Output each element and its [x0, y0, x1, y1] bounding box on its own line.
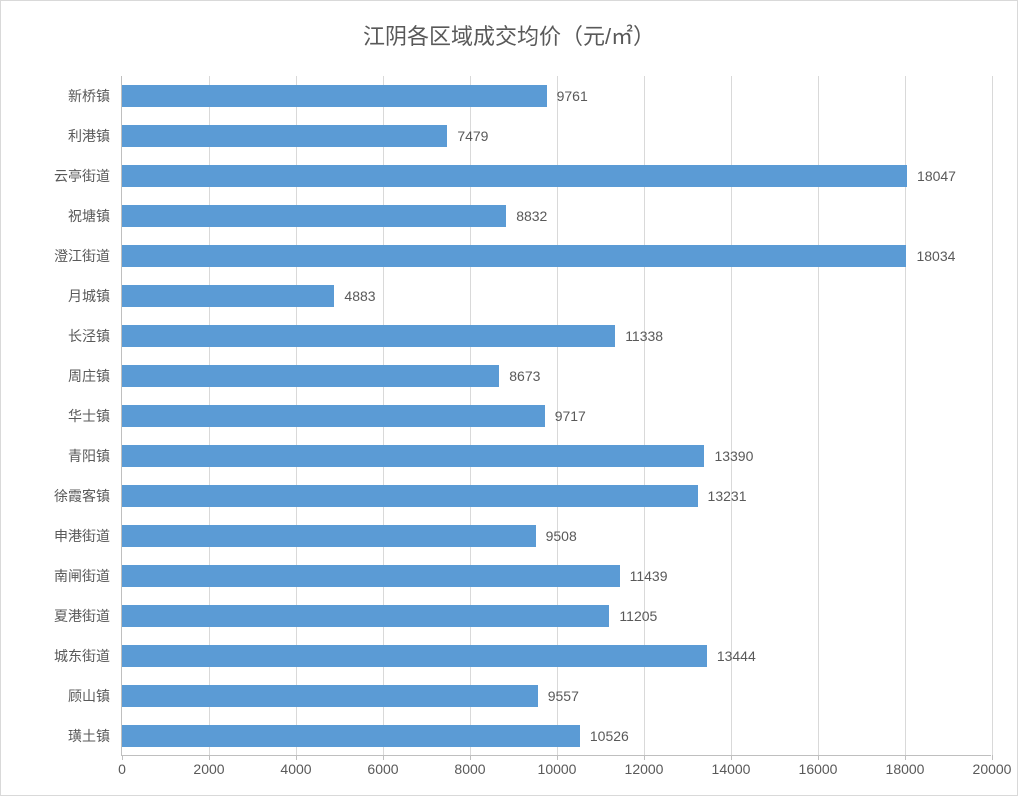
- category-label: 澄江街道: [54, 246, 122, 266]
- category-label: 周庄镇: [68, 366, 122, 386]
- category-label: 城东街道: [54, 646, 122, 666]
- category-label: 顾山镇: [68, 686, 122, 706]
- bar-row: 周庄镇8673: [122, 365, 992, 387]
- category-label: 南闸街道: [54, 566, 122, 586]
- bar: [122, 725, 580, 747]
- bar-value-label: 13444: [717, 648, 756, 664]
- category-label: 新桥镇: [68, 86, 122, 106]
- category-label: 夏港街道: [54, 606, 122, 626]
- bar-value-label: 4883: [344, 288, 375, 304]
- bar: [122, 565, 620, 587]
- bar-row: 月城镇4883: [122, 285, 992, 307]
- x-tick-label: 12000: [625, 755, 664, 777]
- bar-row: 青阳镇13390: [122, 445, 992, 467]
- bar-row: 澄江街道18034: [122, 245, 992, 267]
- bar: [122, 365, 499, 387]
- grid-line: [992, 76, 993, 755]
- bar-value-label: 8832: [516, 208, 547, 224]
- x-tick-label: 0: [118, 755, 126, 777]
- bar-value-label: 18034: [916, 248, 955, 264]
- bar: [122, 645, 707, 667]
- bar-row: 顾山镇9557: [122, 685, 992, 707]
- bar: [122, 245, 906, 267]
- bar-value-label: 13390: [714, 448, 753, 464]
- bar: [122, 125, 447, 147]
- bar: [122, 485, 698, 507]
- bar-value-label: 18047: [917, 168, 956, 184]
- bar: [122, 685, 538, 707]
- bar: [122, 405, 545, 427]
- bar-row: 夏港街道11205: [122, 605, 992, 627]
- bar-row: 华士镇9717: [122, 405, 992, 427]
- bar: [122, 85, 547, 107]
- category-label: 徐霞客镇: [54, 486, 122, 506]
- bar-value-label: 9717: [555, 408, 586, 424]
- category-label: 青阳镇: [68, 446, 122, 466]
- x-tick-label: 6000: [367, 755, 398, 777]
- x-tick-label: 18000: [886, 755, 925, 777]
- category-label: 月城镇: [68, 286, 122, 306]
- bar-row: 祝塘镇8832: [122, 205, 992, 227]
- bar: [122, 205, 506, 227]
- bar-row: 新桥镇9761: [122, 85, 992, 107]
- bar-value-label: 11338: [625, 328, 663, 344]
- bar: [122, 445, 704, 467]
- bar-value-label: 9508: [546, 528, 577, 544]
- bar-value-label: 8673: [509, 368, 540, 384]
- bar-row: 徐霞客镇13231: [122, 485, 992, 507]
- bar-value-label: 10526: [590, 728, 629, 744]
- category-label: 长泾镇: [68, 326, 122, 346]
- category-label: 申港街道: [54, 526, 122, 546]
- category-label: 云亭街道: [54, 166, 122, 186]
- bar-row: 长泾镇11338: [122, 325, 992, 347]
- bar-row: 璜土镇10526: [122, 725, 992, 747]
- x-tick-label: 4000: [280, 755, 311, 777]
- bar-value-label: 9761: [557, 88, 588, 104]
- category-label: 祝塘镇: [68, 206, 122, 226]
- category-label: 璜土镇: [68, 726, 122, 746]
- x-tick-label: 20000: [973, 755, 1012, 777]
- x-tick-label: 10000: [538, 755, 577, 777]
- bar-value-label: 13231: [708, 488, 747, 504]
- chart-container: 江阴各区域成交均价（元/㎡） 0200040006000800010000120…: [0, 0, 1018, 796]
- bar-row: 云亭街道18047: [122, 165, 992, 187]
- plot-area: 0200040006000800010000120001400016000180…: [121, 76, 991, 756]
- bar-row: 城东街道13444: [122, 645, 992, 667]
- category-label: 利港镇: [68, 126, 122, 146]
- chart-title: 江阴各区域成交均价（元/㎡）: [1, 19, 1017, 51]
- bar-value-label: 11205: [619, 608, 657, 624]
- bar-row: 利港镇7479: [122, 125, 992, 147]
- bar: [122, 165, 907, 187]
- bar-row: 南闸街道11439: [122, 565, 992, 587]
- bar: [122, 605, 609, 627]
- x-tick-label: 8000: [454, 755, 485, 777]
- x-tick-label: 2000: [193, 755, 224, 777]
- bar-value-label: 7479: [457, 128, 488, 144]
- x-tick-label: 14000: [712, 755, 751, 777]
- bar-row: 申港街道9508: [122, 525, 992, 547]
- x-tick-label: 16000: [799, 755, 838, 777]
- category-label: 华士镇: [68, 406, 122, 426]
- bar: [122, 285, 334, 307]
- bar: [122, 325, 615, 347]
- bar-value-label: 11439: [630, 568, 668, 584]
- bar: [122, 525, 536, 547]
- bar-value-label: 9557: [548, 688, 579, 704]
